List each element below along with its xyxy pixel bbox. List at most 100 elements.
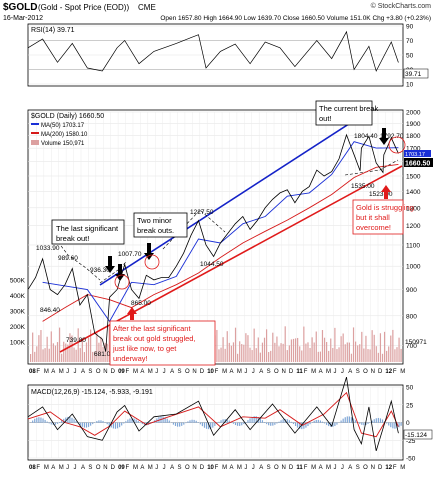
macd-hist-bar: [243, 423, 244, 425]
macd-hist-bar: [212, 423, 213, 428]
volume-bar: [396, 347, 397, 362]
macd-hist-bar: [283, 419, 284, 423]
macd-hist-bar: [380, 418, 381, 422]
macd-tick-label: 50: [406, 385, 414, 392]
x-tick-label: M: [222, 465, 227, 471]
volume-bar: [34, 352, 35, 362]
x-tick-label: A: [140, 465, 144, 471]
volume-bar: [309, 348, 310, 362]
annotation-current-break-line1: The current break: [319, 104, 378, 113]
x-tick-label: 10: [207, 465, 214, 471]
annotation-struggle-line4: underway!: [113, 354, 148, 363]
macd-tick-label: 0: [406, 420, 410, 427]
volume-bar: [287, 350, 288, 362]
x-tick-label: 08: [29, 369, 36, 375]
macd-hist-bar: [51, 423, 52, 425]
legend-ma200-swatch: [31, 132, 39, 134]
macd-hist-bar: [289, 420, 290, 423]
volume-bar: [86, 342, 87, 362]
macd-hist-bar: [334, 423, 335, 427]
x-tick-label: O: [363, 369, 368, 375]
volume-bar: [357, 345, 358, 362]
legend-ma50: MA(50) 1703.17: [41, 123, 85, 129]
x-tick-label: M: [133, 369, 138, 375]
volume-bar: [78, 328, 79, 362]
x-tick-label: M: [44, 465, 49, 471]
x-tick-label: F: [215, 369, 219, 375]
x-tick-label: J: [74, 465, 77, 471]
price-tick-label: 1900: [406, 121, 421, 128]
x-tick-label: J: [244, 369, 247, 375]
x-tick-label: M: [237, 465, 242, 471]
annotation-struggle-line2: break out gold struggled,: [113, 334, 196, 343]
volume-bar: [293, 339, 294, 362]
x-tick-label: M: [59, 369, 64, 375]
macd-hist-bar: [309, 423, 310, 425]
x-tick-label: J: [252, 369, 255, 375]
volume-bar: [334, 328, 335, 362]
macd-hist-bar: [191, 420, 192, 423]
macd-hist-bar: [237, 423, 238, 426]
x-tick-label: S: [88, 465, 92, 471]
macd-hist-bar: [98, 420, 99, 422]
volume-bar: [355, 342, 356, 362]
x-tick-label: J: [341, 465, 344, 471]
macd-hist-bar: [247, 420, 248, 423]
volume-bar: [49, 349, 50, 362]
price-label-865: 865.00: [131, 300, 151, 307]
macd-label: MACD(12,26,9) -15.124, -5.933, -9.191: [31, 389, 153, 396]
volume-bar: [380, 333, 381, 362]
volume-tick-label: 100K: [10, 340, 26, 347]
macd-hist-bar: [374, 419, 375, 423]
x-tick-label: 09: [118, 465, 125, 471]
chart-source: © StockCharts.com: [371, 2, 432, 10]
volume-bar: [270, 351, 271, 362]
volume-bar: [61, 354, 62, 362]
volume-bar: [347, 342, 348, 362]
macd-hist-bar: [264, 422, 265, 423]
volume-bar: [289, 345, 290, 362]
macd-hist-bar: [121, 423, 122, 426]
volume-tick-label: 300K: [10, 309, 26, 316]
price-label-989: 989.60: [58, 255, 78, 262]
macd-hist-bar: [49, 423, 50, 424]
rsi-axis: 9070503010: [406, 24, 414, 89]
volume-bar: [73, 348, 74, 362]
x-tick-label: M: [400, 465, 405, 471]
macd-hist-bar: [297, 423, 298, 428]
x-tick-label: D: [378, 465, 383, 471]
macd-hist-bar: [34, 419, 35, 423]
volume-bar: [63, 342, 64, 362]
rsi-tick-label: 90: [406, 24, 414, 31]
macd-hist-bar: [183, 423, 184, 425]
x-tick-label: N: [192, 369, 196, 375]
volume-bar: [264, 338, 265, 362]
macd-hist-bar: [345, 417, 346, 423]
macd-hist-bar: [359, 423, 360, 424]
price-tick-label: 2000: [406, 110, 421, 117]
x-tick-label: F: [304, 465, 308, 471]
macd-hist-bar: [336, 423, 337, 425]
macd-hist-bar: [218, 422, 219, 423]
x-tick-label: N: [103, 369, 107, 375]
macd-hist-bar: [320, 420, 321, 422]
volume-bar: [297, 338, 298, 362]
macd-hist-bar: [76, 421, 77, 423]
macd-hist-bar: [401, 423, 402, 426]
macd-hist-bar: [369, 422, 370, 423]
macd-hist-bar: [295, 423, 296, 426]
macd-hist-bar: [324, 423, 325, 424]
macd-hist-bar: [200, 423, 201, 425]
macd-hist-bar: [127, 420, 128, 423]
macd-hist-bar: [82, 423, 83, 427]
volume-bar: [314, 343, 315, 362]
macd-hist-bar: [280, 420, 281, 422]
x-tick-label: J: [244, 465, 247, 471]
volume-bar: [260, 353, 261, 362]
volume-bar: [241, 344, 242, 362]
annotation-struggle-line1: After the last significant: [113, 324, 191, 333]
x-tick-label: F: [126, 465, 130, 471]
